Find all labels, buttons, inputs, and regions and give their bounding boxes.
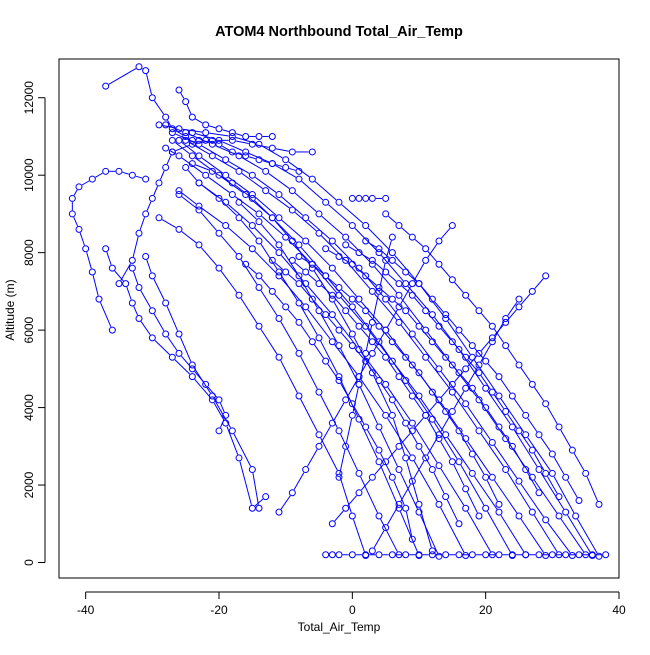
chart-title: ATOM4 Northbound Total_Air_Temp [215, 24, 463, 40]
y-tick-label: 6000 [22, 316, 36, 343]
x-tick-label: 40 [612, 603, 626, 617]
y-axis-label: Altitude (m) [3, 279, 17, 340]
y-tick-label: 0 [22, 559, 36, 566]
y-tick-label: 12000 [22, 81, 36, 115]
x-tick-label: 20 [479, 603, 493, 617]
y-tick-label: 10000 [22, 158, 36, 192]
y-tick-label: 8000 [22, 239, 36, 266]
x-tick-label: -40 [77, 603, 95, 617]
x-axis-label: Total_Air_Temp [298, 620, 381, 634]
y-tick-label: 4000 [22, 394, 36, 421]
y-tick-label: 2000 [22, 471, 36, 498]
x-tick-label: 0 [349, 603, 356, 617]
x-tick-label: -20 [210, 603, 228, 617]
